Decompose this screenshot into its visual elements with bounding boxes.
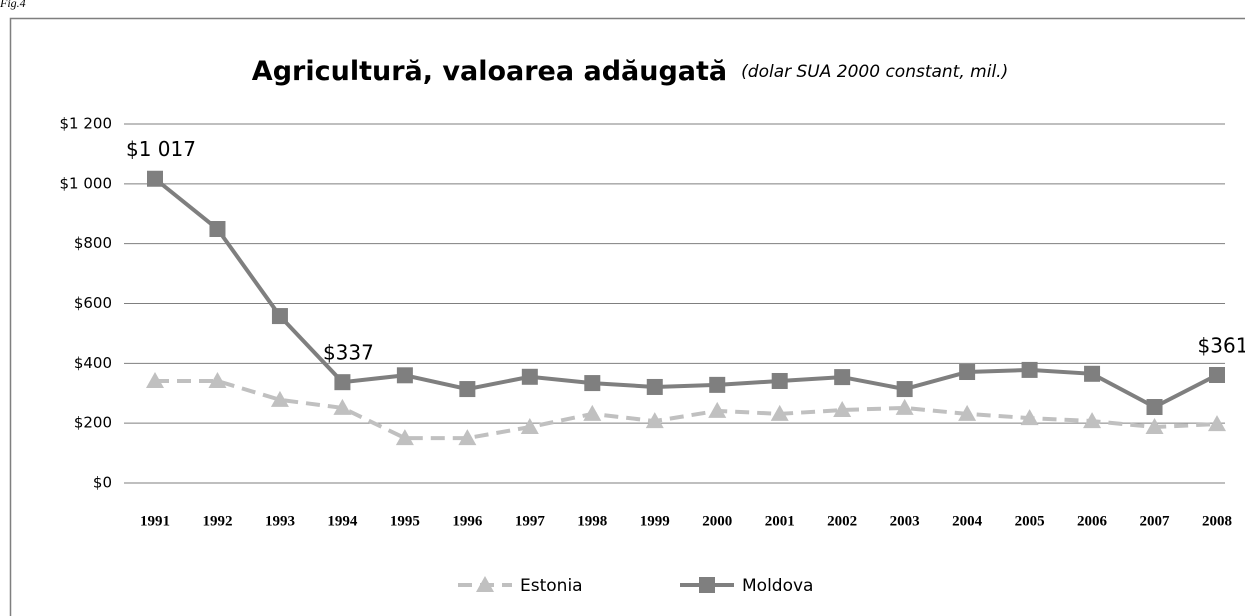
x-tick-label: 1994 xyxy=(327,513,358,529)
y-tick-label: $1 200 xyxy=(60,115,113,133)
x-tick-label: 2006 xyxy=(1077,513,1108,529)
x-tick-label: 1992 xyxy=(202,513,232,529)
x-tick-label: 1998 xyxy=(577,513,607,529)
chart-frame xyxy=(9,17,1245,616)
chart-title: Agricultură, valoarea adăugată (dolar SUA… xyxy=(252,56,1008,87)
x-tick-label: 1993 xyxy=(265,513,295,529)
data-point xyxy=(1146,399,1163,416)
figure-label: Fig.4 xyxy=(0,0,26,10)
data-point xyxy=(209,221,226,238)
data-point xyxy=(959,364,976,381)
data-point xyxy=(1209,367,1225,384)
data-point xyxy=(583,404,602,421)
data-point xyxy=(1208,415,1226,432)
legend-label: Estonia xyxy=(520,576,583,596)
data-point xyxy=(458,429,477,446)
x-tick-label: 2004 xyxy=(952,513,983,529)
data-point xyxy=(1021,361,1038,378)
x-tick-label: 2003 xyxy=(890,513,920,529)
data-point xyxy=(708,401,727,418)
data-point xyxy=(334,374,351,391)
legend-marker xyxy=(699,577,715,593)
data-point xyxy=(770,404,789,421)
data-point xyxy=(147,170,163,187)
data-point xyxy=(146,371,164,388)
y-tick-label: $1 000 xyxy=(60,174,113,192)
x-tick-label: 2008 xyxy=(1202,513,1232,529)
y-tick-label: $200 xyxy=(74,414,112,432)
legend-label: Moldova xyxy=(742,576,813,596)
series-line xyxy=(155,378,1218,441)
y-tick-label: $0 xyxy=(93,474,112,492)
data-point xyxy=(896,381,913,398)
data-label: $337 xyxy=(323,341,374,365)
data-point xyxy=(271,308,288,325)
data-point xyxy=(521,368,538,385)
data-point xyxy=(1083,412,1102,429)
title: Agricultură, valoarea adăugată xyxy=(252,56,727,87)
data-point xyxy=(646,378,663,395)
data-point xyxy=(709,376,726,393)
data-point xyxy=(395,429,414,446)
data-point xyxy=(645,412,664,429)
y-tick-label: $600 xyxy=(74,294,112,312)
series-line xyxy=(153,177,1218,410)
x-tick-label: 1997 xyxy=(515,513,546,529)
data-point xyxy=(459,381,476,398)
x-tick-label: 2005 xyxy=(1015,513,1045,529)
data-point xyxy=(1145,418,1164,435)
data-point xyxy=(270,390,289,407)
x-tick-label: 2000 xyxy=(702,513,732,529)
data-point xyxy=(834,369,851,386)
data-point xyxy=(520,418,539,435)
y-tick-label: $800 xyxy=(74,234,112,252)
data-point xyxy=(833,401,852,418)
legend-marker xyxy=(476,576,494,592)
data-point xyxy=(1084,365,1101,382)
y-tick-label: $400 xyxy=(74,354,112,372)
data-point xyxy=(584,375,601,392)
data-point xyxy=(771,372,788,389)
x-tick-label: 2002 xyxy=(827,513,857,529)
x-tick-label: 1999 xyxy=(640,513,670,529)
x-tick-label: 1991 xyxy=(140,513,170,529)
data-point xyxy=(333,398,352,415)
data-point xyxy=(396,367,413,384)
data-label: $1 017 xyxy=(126,137,196,161)
data-point xyxy=(1020,409,1039,426)
data-point xyxy=(958,404,977,421)
x-tick-label: 1995 xyxy=(390,513,420,529)
data-point xyxy=(208,371,227,388)
subtitle: (dolar SUA 2000 constant, mil.) xyxy=(741,62,1008,82)
data-label: $361 xyxy=(1198,334,1245,358)
x-tick-label: 2007 xyxy=(1140,513,1171,529)
data-point xyxy=(895,398,914,415)
x-tick-label: 1996 xyxy=(452,513,483,529)
x-tick-label: 2001 xyxy=(765,513,795,529)
